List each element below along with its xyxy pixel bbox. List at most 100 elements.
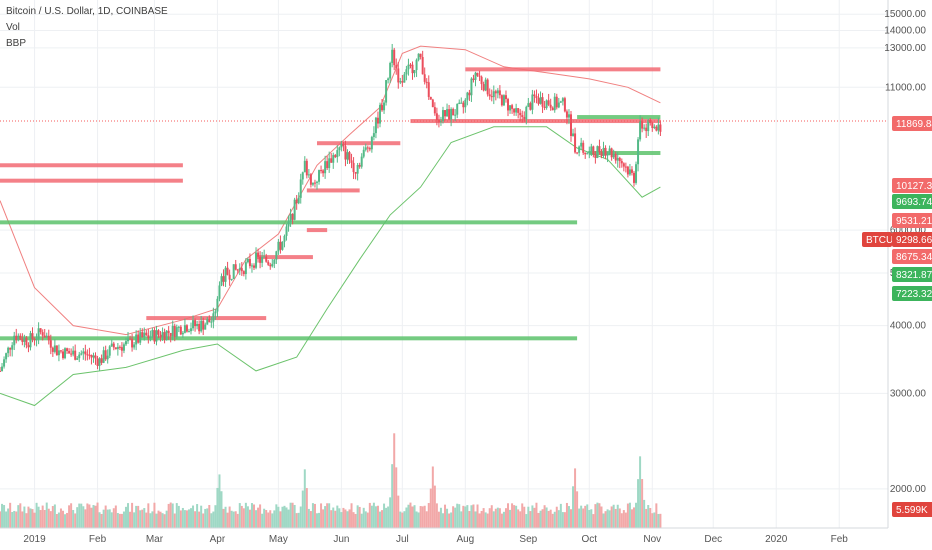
- volume-bar: [567, 506, 570, 528]
- candle-body: [537, 98, 540, 104]
- volume-bar: [330, 510, 333, 528]
- volume-bar: [21, 511, 24, 528]
- volume-bar: [340, 512, 343, 528]
- candle-body: [250, 265, 253, 267]
- volume-bar: [43, 510, 46, 528]
- volume-bar: [259, 504, 262, 528]
- resistance-level: [410, 119, 661, 124]
- candle-body: [378, 105, 381, 124]
- volume-bar: [275, 504, 278, 528]
- volume-price-tag: [892, 502, 932, 517]
- candle-body: [588, 151, 591, 154]
- bbp-indicator-label[interactable]: BBP: [6, 38, 27, 49]
- volume-bar: [370, 505, 373, 528]
- candle-body: [632, 172, 635, 183]
- price-candles: [0, 43, 662, 372]
- volume-bar: [70, 503, 73, 528]
- candle-body: [435, 113, 438, 120]
- volume-bar: [255, 510, 258, 528]
- volume-bar: [13, 510, 16, 528]
- candle-body: [96, 358, 99, 366]
- volume-bar: [127, 503, 130, 528]
- candle-body: [604, 147, 607, 156]
- volume-bar: [35, 502, 38, 528]
- candle-body: [108, 346, 111, 356]
- volume-bar: [643, 499, 646, 528]
- volume-bar: [332, 507, 335, 528]
- candle-body: [348, 152, 351, 161]
- candle-body: [350, 160, 353, 163]
- volume-bar: [269, 510, 272, 528]
- volume-bar: [133, 512, 136, 528]
- candle-body: [167, 330, 170, 333]
- candle-body: [417, 53, 420, 60]
- candle-body: [468, 92, 471, 96]
- volume-bar: [157, 510, 160, 528]
- x-tick-label: Mar: [146, 534, 164, 545]
- candle-body: [415, 59, 418, 71]
- candle-body: [655, 126, 658, 131]
- volume-bar: [9, 502, 12, 528]
- candle-body: [450, 108, 453, 120]
- volume-bar: [55, 514, 58, 528]
- volume-bar: [559, 503, 562, 528]
- volume-bar: [106, 509, 109, 528]
- volume-bar: [407, 504, 410, 528]
- volume-bars: [0, 433, 662, 528]
- volume-bar: [551, 513, 554, 528]
- volume-indicator-label[interactable]: Vol: [6, 22, 20, 33]
- volume-bar: [165, 510, 168, 528]
- candle-body: [82, 351, 85, 354]
- candle-body: [149, 336, 152, 339]
- candle-body: [492, 91, 495, 98]
- candle-body: [421, 57, 424, 75]
- volume-bar: [303, 469, 306, 528]
- candle-body: [45, 335, 48, 338]
- candle-body: [340, 143, 343, 148]
- volume-bar: [212, 511, 215, 528]
- resistance-level: [146, 316, 267, 321]
- candle-body: [334, 155, 337, 158]
- volume-bar: [444, 504, 447, 528]
- volume-bar: [624, 512, 627, 528]
- candle-body: [246, 258, 249, 263]
- candle-body: [216, 298, 219, 312]
- candle-body: [628, 169, 631, 175]
- candle-body: [37, 328, 40, 339]
- volume-bar: [84, 509, 87, 528]
- volume-bar: [214, 505, 217, 528]
- volume-bar: [204, 508, 207, 528]
- volume-bar: [543, 505, 546, 528]
- candle-body: [238, 268, 241, 271]
- candle-body: [277, 241, 280, 252]
- candle-body: [253, 265, 256, 268]
- candle-body: [220, 276, 223, 286]
- volume-bar: [261, 513, 264, 528]
- volume-bar: [129, 511, 132, 528]
- candle-body: [68, 351, 71, 354]
- candle-body: [102, 350, 105, 363]
- candle-body: [49, 340, 52, 348]
- volume-bar: [240, 505, 243, 528]
- candle-body: [127, 338, 130, 342]
- candle-body: [232, 264, 235, 279]
- candle-body: [460, 102, 463, 104]
- symbol-title[interactable]: Bitcoin / U.S. Dollar, 1D, COINBASE: [6, 6, 168, 17]
- volume-bar: [594, 504, 597, 528]
- candle-body: [352, 162, 355, 173]
- candle-body: [122, 344, 125, 351]
- volume-bar: [478, 513, 481, 528]
- volume-bar: [521, 503, 524, 528]
- candle-body: [194, 320, 197, 327]
- volume-bar: [230, 510, 233, 528]
- volume-bar: [385, 507, 388, 528]
- candle-body: [29, 333, 32, 348]
- volume-bar: [659, 513, 662, 528]
- volume-bar: [641, 479, 644, 528]
- candle-body: [600, 152, 603, 156]
- candle-body: [57, 350, 60, 356]
- price-tag-label: 9531.21: [896, 216, 932, 227]
- candle-body: [23, 337, 26, 342]
- price-tag-label: BTCUSD: [866, 235, 907, 246]
